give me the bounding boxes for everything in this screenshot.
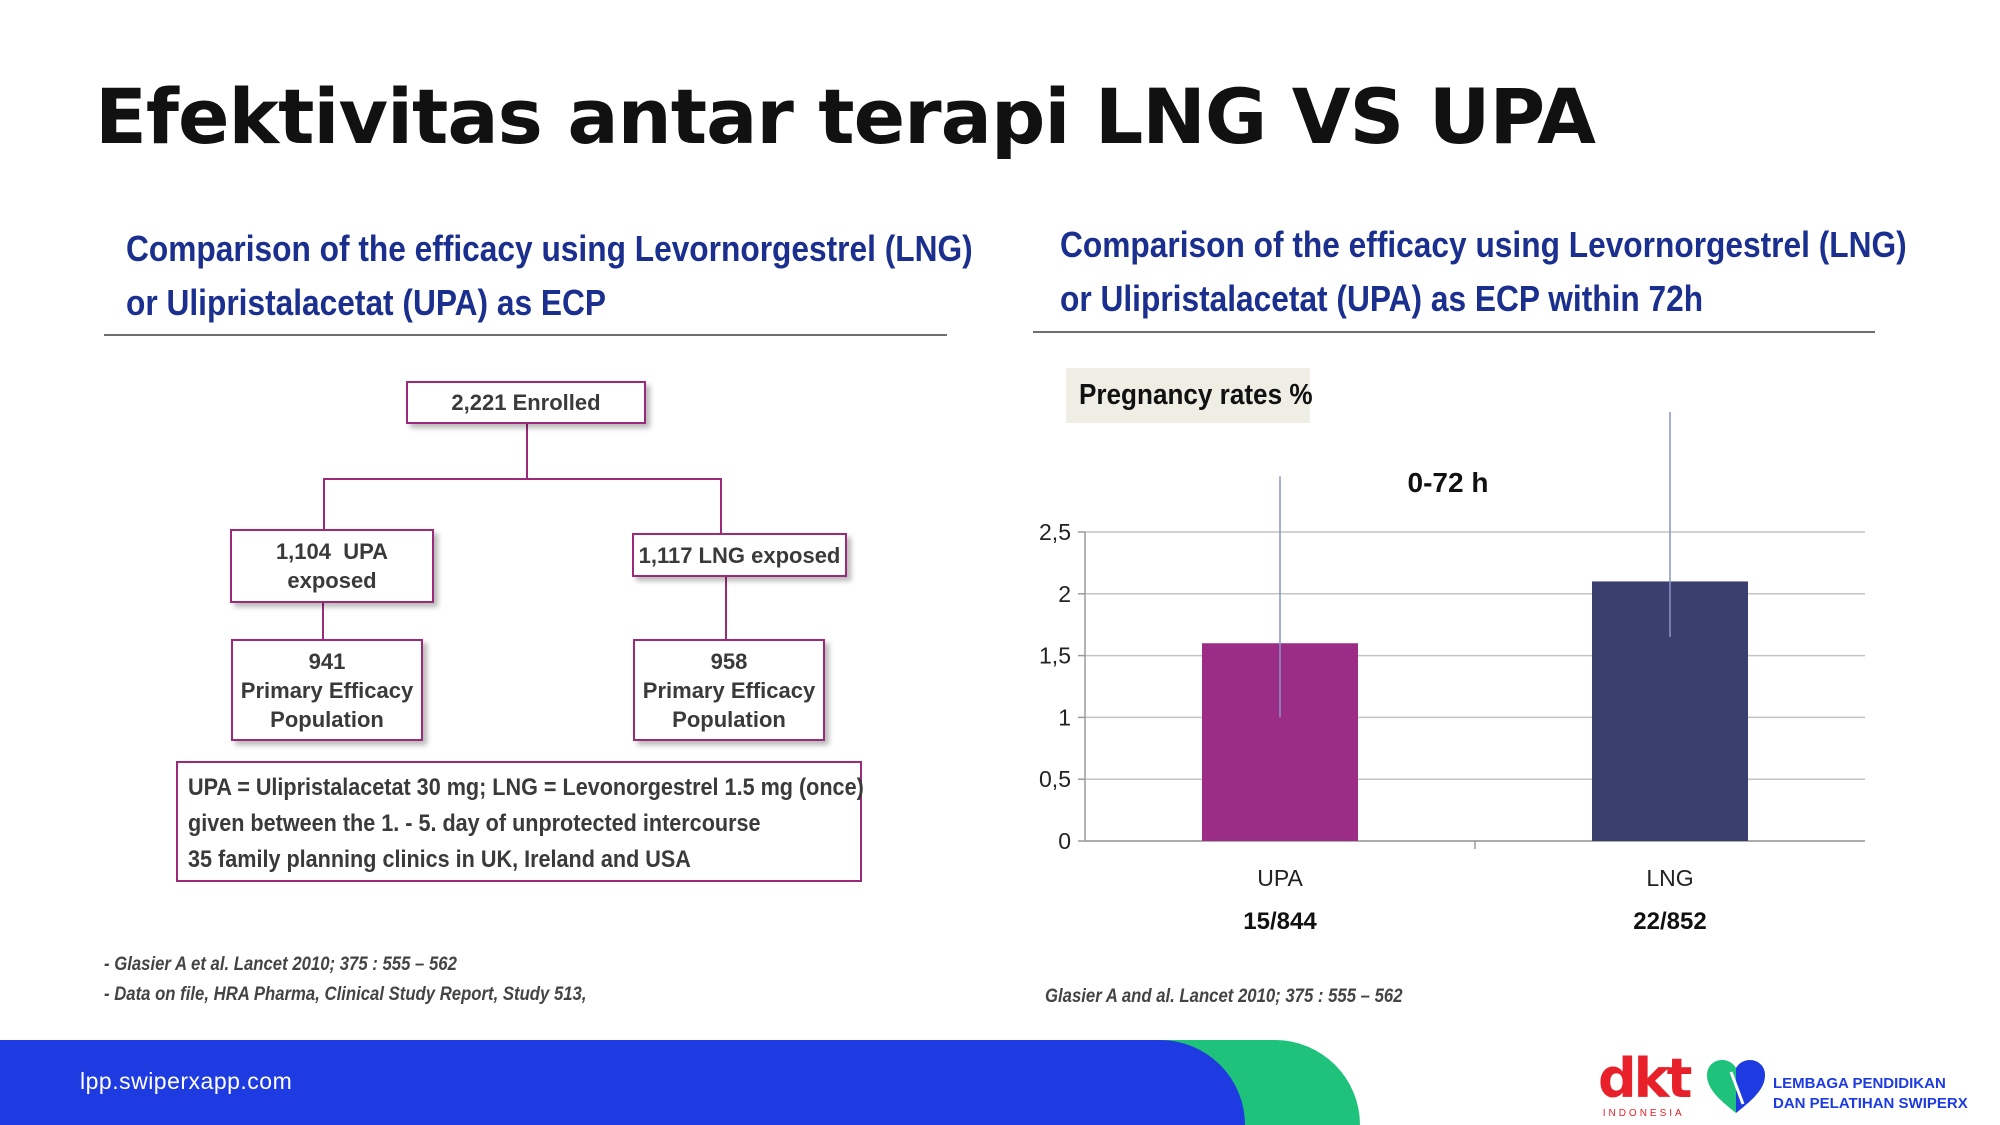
left-panel-title: Comparison of the efficacy using Levorno… — [126, 222, 973, 330]
connector-horizontal — [323, 478, 722, 480]
right-panel-title-line2: or Ulipristalacetat (UPA) as ECP within … — [1060, 278, 1704, 319]
error-bar-layer — [1279, 412, 1671, 718]
lng-exposed-box: 1,117 LNG exposed — [632, 533, 847, 577]
x-category-sublabel: 22/852 — [1633, 908, 1706, 935]
footer-bar: lpp.swiperxapp.com — [0, 1040, 2000, 1125]
lng-population-count: 958 — [710, 648, 748, 674]
right-panel-title: Comparison of the efficacy using Levorno… — [1060, 218, 1907, 326]
left-reference-1: - Glasier A et al. Lancet 2010; 375 : 55… — [104, 954, 457, 975]
footer-blue-band — [0, 1040, 1245, 1125]
x-category-label: LNG — [1646, 865, 1693, 891]
left-reference-2: - Data on file, HRA Pharma, Clinical Stu… — [104, 984, 587, 1005]
lng-exposed-label: 1,117 LNG exposed — [638, 542, 841, 568]
lng-population-line1: Primary Efficacy — [642, 677, 816, 703]
y-tick-labels: 0 0,5 1 1,5 2 2,5 — [1039, 519, 1071, 854]
swiperx-logo-line2: DAN PELATIHAN SWIPERX — [1773, 1095, 1968, 1112]
pregnancy-rates-badge: Pregnancy rates % — [1066, 368, 1313, 423]
slide-title: Efektivitas antar terapi LNG VS UPA — [95, 72, 1596, 161]
x-category-labels: UPA 15/844 LNG 22/852 — [1243, 865, 1706, 935]
x-category-label: UPA — [1257, 865, 1303, 891]
pregnancy-rate-chart: 0-72 h 0 0,5 1 1,5 2 2,5 UPA 15/844 LNG 22/852 — [1039, 412, 1865, 935]
dkt-logo-subtitle: INDONESIA — [1602, 1108, 1685, 1119]
y-tick-label: 1 — [1058, 704, 1071, 730]
lng-population-box: 958 Primary Efficacy Population — [633, 639, 825, 741]
dkt-logo: dkt INDONESIA — [1598, 1047, 1692, 1120]
connector-enrolled-down — [526, 422, 528, 479]
study-note-box: UPA = Ulipristalacetat 30 mg; LNG = Levo… — [176, 761, 864, 882]
y-tick-label: 2 — [1058, 581, 1071, 607]
swiperx-heart-icon — [1707, 1060, 1765, 1113]
upa-population-line1: Primary Efficacy — [240, 677, 414, 703]
connector-lng-population — [725, 577, 727, 639]
enrolled-label: 2,221 Enrolled — [451, 390, 601, 415]
connector-lng-down — [720, 478, 722, 533]
study-note-line: 35 family planning clinics in UK, Irelan… — [188, 846, 691, 873]
study-note-line: given between the 1. - 5. day of unprote… — [188, 810, 761, 837]
x-category-sublabel: 15/844 — [1243, 908, 1317, 935]
upa-population-box: 941 Primary Efficacy Population — [231, 639, 423, 741]
lng-population-line2: Population — [672, 706, 786, 732]
left-panel-divider — [104, 334, 947, 336]
swiperx-logo-text: LEMBAGA PENDIDIKAN DAN PELATIHAN SWIPERX — [1773, 1074, 1968, 1114]
chart-title: 0-72 h — [1408, 467, 1489, 498]
upa-population-line2: Population — [270, 706, 384, 732]
right-panel-title-line1: Comparison of the efficacy using Levorno… — [1060, 224, 1907, 265]
swiperx-logo-line1: LEMBAGA PENDIDIKAN — [1773, 1075, 1946, 1092]
right-panel-divider — [1033, 331, 1875, 333]
left-panel-title-line2: or Ulipristalacetat (UPA) as ECP — [126, 282, 607, 323]
connector-upa-down — [323, 478, 325, 530]
upa-exposed-line2: exposed — [287, 568, 377, 593]
y-tick-label: 0 — [1058, 828, 1071, 854]
pregnancy-rates-label: Pregnancy rates % — [1078, 379, 1313, 411]
study-note-line: UPA = Ulipristalacetat 30 mg; LNG = Levo… — [188, 774, 864, 801]
left-panel-title-line1: Comparison of the efficacy using Levorno… — [126, 228, 973, 269]
y-tick-label: 0,5 — [1039, 766, 1071, 792]
y-tick-label: 1,5 — [1039, 643, 1071, 669]
right-reference: Glasier A and al. Lancet 2010; 375 : 555… — [1045, 986, 1403, 1007]
y-tick-label: 2,5 — [1039, 519, 1071, 545]
enrolled-box: 2,221 Enrolled — [406, 381, 646, 424]
upa-exposed-line1: 1,104 UPA — [275, 539, 389, 564]
connector-upa-population — [322, 603, 324, 640]
dkt-logo-wordmark: dkt — [1598, 1047, 1692, 1110]
footer-url-link[interactable]: lpp.swiperxapp.com — [80, 1068, 293, 1094]
upa-exposed-box: 1,104 UPA exposed — [230, 529, 434, 603]
bar-layer — [1202, 581, 1748, 841]
upa-population-count: 941 — [308, 648, 346, 674]
